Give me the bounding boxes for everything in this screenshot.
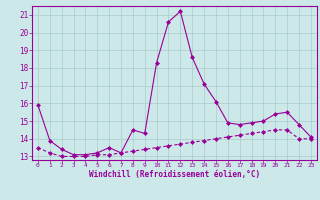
X-axis label: Windchill (Refroidissement éolien,°C): Windchill (Refroidissement éolien,°C): [89, 170, 260, 179]
